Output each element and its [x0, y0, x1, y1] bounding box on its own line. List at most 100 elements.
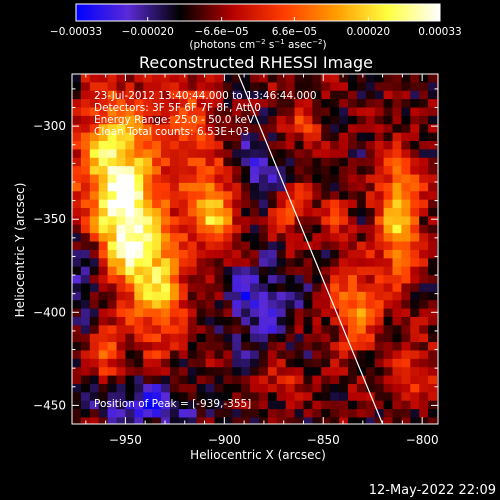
heatmap-cell — [312, 383, 322, 393]
heatmap-cell — [419, 132, 429, 142]
heatmap-cell — [250, 166, 260, 175]
heatmap-cell — [250, 358, 260, 368]
heatmap-cell — [80, 216, 91, 226]
colorbar-tick-label: −6.6e−05 — [195, 26, 249, 38]
heatmap-cell — [98, 291, 109, 301]
heatmap-cell — [419, 392, 429, 402]
heatmap-cell — [72, 342, 82, 351]
plot-frame — [71, 73, 439, 425]
heatmap-cell — [330, 82, 340, 92]
heatmap-cell — [267, 124, 278, 134]
heatmap-cell — [285, 316, 295, 326]
heatmap-cell — [169, 258, 180, 268]
heatmap-cell — [205, 375, 215, 385]
heatmap-cell — [312, 107, 322, 117]
heatmap-cell — [339, 392, 349, 402]
heatmap-cell — [410, 174, 420, 184]
heatmap-cell — [276, 182, 287, 192]
heatmap-cell — [72, 241, 82, 251]
heatmap-cell — [116, 325, 126, 335]
heatmap-cell — [196, 417, 206, 424]
heatmap-cell — [330, 224, 340, 234]
heatmap-cell — [98, 174, 109, 184]
heatmap-cell — [294, 132, 304, 142]
heatmap-cell — [374, 141, 384, 150]
heatmap-cell — [196, 241, 206, 251]
annotation-energy: Energy Range: 25.0 - 50.0 keV — [94, 114, 255, 126]
heatmap-cell — [419, 283, 429, 293]
heatmap-cell — [134, 224, 144, 234]
heatmap-cell — [143, 199, 153, 209]
heatmap-cell — [347, 316, 358, 326]
heatmap-cell — [401, 291, 411, 301]
heatmap-cell — [276, 367, 287, 376]
heatmap-cell — [80, 241, 91, 251]
heatmap-cell — [107, 124, 117, 134]
heatmap-cell — [80, 182, 91, 192]
heatmap-cell — [428, 367, 438, 376]
heatmap-cell — [80, 174, 91, 184]
heatmap-cell — [250, 199, 260, 209]
heatmap-cell — [303, 291, 313, 301]
heatmap-cell — [80, 325, 91, 335]
heatmap-cell — [339, 182, 349, 192]
heatmap-cell — [187, 132, 198, 142]
heatmap-cell — [196, 74, 206, 83]
heatmap-cell — [214, 400, 224, 410]
heatmap-cell — [356, 208, 367, 217]
heatmap-cell — [205, 115, 215, 125]
heatmap-cell — [89, 99, 100, 108]
heatmap-cell — [187, 342, 198, 351]
heatmap-cell — [276, 325, 287, 335]
heatmap-cell — [294, 316, 304, 326]
heatmap-cell — [312, 208, 322, 217]
heatmap-cell — [116, 392, 126, 402]
heatmap-cell — [392, 191, 402, 201]
heatmap-cell — [374, 266, 384, 276]
heatmap-cell — [116, 383, 126, 393]
heatmap-cell — [241, 157, 251, 167]
heatmap-cell — [285, 308, 295, 318]
heatmap-cell — [347, 74, 358, 83]
heatmap-cell — [134, 216, 144, 226]
heatmap-cell — [205, 208, 215, 217]
heatmap-cell — [392, 358, 402, 368]
heatmap-cell — [178, 174, 189, 184]
heatmap-cell — [232, 249, 242, 259]
heatmap-cell — [107, 409, 117, 418]
heatmap-cell — [169, 141, 180, 150]
heatmap-cell — [294, 375, 304, 385]
heatmap-cell — [161, 316, 171, 326]
heatmap-cell — [294, 400, 304, 410]
heatmap-cell — [187, 115, 198, 125]
heatmap-cell — [419, 174, 429, 184]
heatmap-cell — [365, 316, 376, 326]
heatmap-cell — [356, 383, 367, 393]
heatmap-cell — [258, 291, 269, 301]
heatmap-cell — [178, 417, 189, 424]
heatmap-cell — [187, 241, 198, 251]
heatmap-cell — [285, 124, 295, 134]
heatmap-cell — [107, 333, 117, 343]
heatmap-cell — [365, 241, 376, 251]
heatmap-cell — [72, 291, 82, 301]
heatmap-cell — [401, 300, 411, 309]
heatmap-cell — [125, 132, 135, 142]
heatmap-cell — [205, 275, 215, 284]
heatmap-cell — [330, 74, 340, 83]
heatmap-cell — [428, 208, 438, 217]
heatmap-cell — [339, 132, 349, 142]
heatmap-cell — [89, 191, 100, 201]
heatmap-cell — [410, 224, 420, 234]
heatmap-cell — [410, 216, 420, 226]
heatmap-cell — [134, 258, 144, 268]
heatmap-cell — [428, 258, 438, 268]
heatmap-cell — [161, 107, 171, 117]
heatmap-cell — [72, 417, 82, 424]
heatmap-cell — [267, 375, 278, 385]
heatmap-cell — [294, 241, 304, 251]
heatmap-cell — [232, 409, 242, 418]
heatmap-cell — [258, 409, 269, 418]
heatmap-cell — [374, 149, 384, 159]
heatmap-cell — [80, 291, 91, 301]
